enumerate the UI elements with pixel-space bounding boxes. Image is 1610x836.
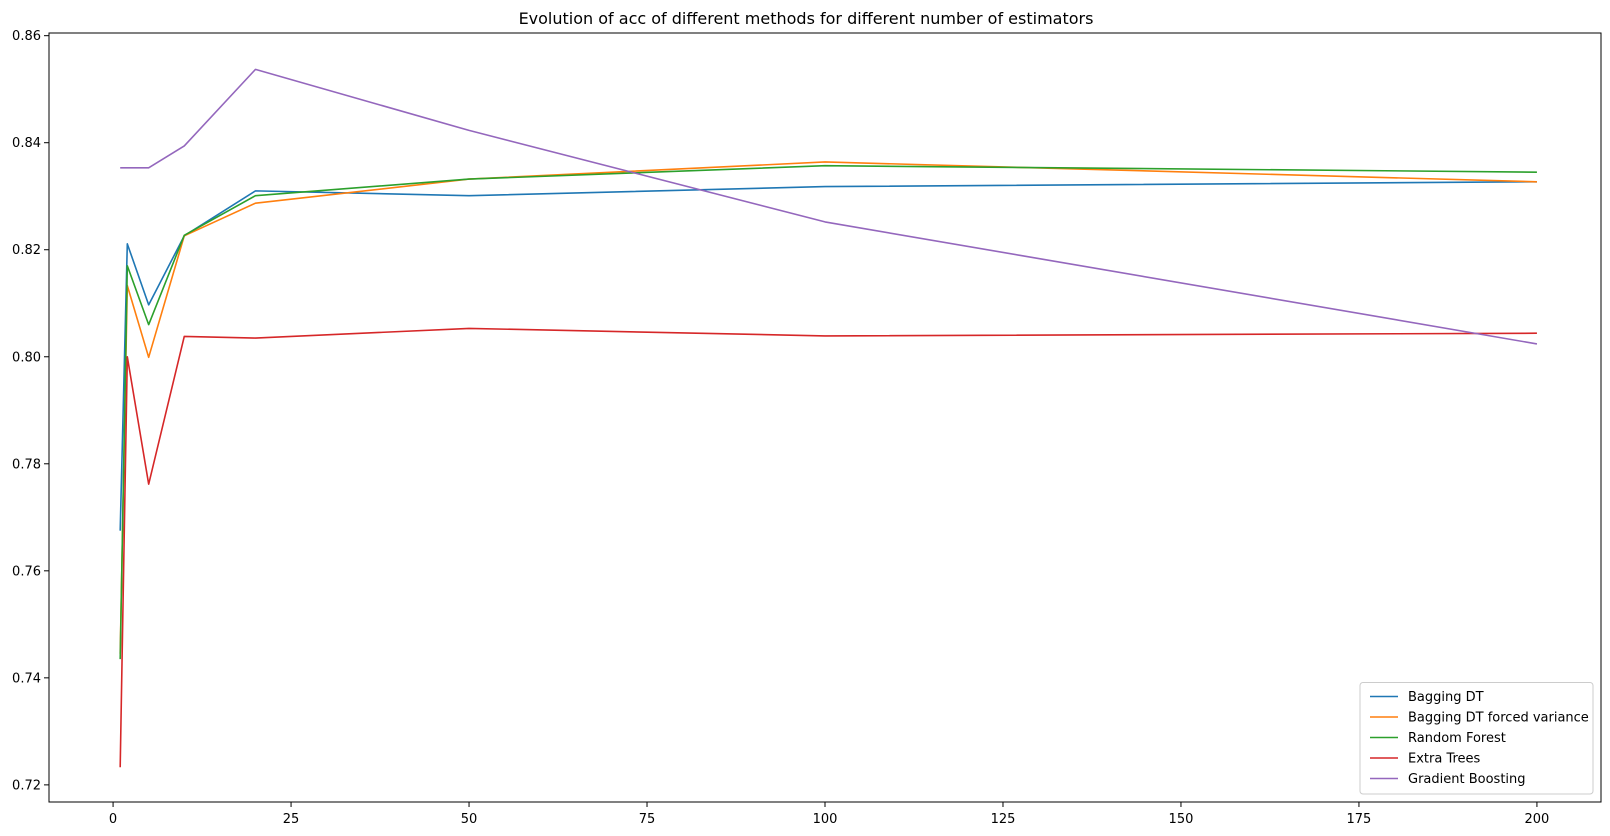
chart-title: Evolution of acc of different methods fo… (519, 9, 1094, 28)
y-tick-label: 0.80 (12, 350, 41, 365)
series-line-extra-trees (119, 327, 1537, 768)
legend-box (1359, 682, 1594, 795)
legend-label: Gradient Boosting (1408, 772, 1526, 787)
x-tick-label: 25 (283, 812, 300, 827)
x-tick-label: 50 (461, 812, 478, 827)
y-tick-label: 0.78 (12, 457, 41, 472)
x-tick-label: 100 (813, 812, 838, 827)
legend: Bagging DT Bagging DT forced variance Rand… (1359, 682, 1594, 795)
y-tick-label: 0.82 (12, 243, 41, 258)
series-layer (119, 68, 1538, 768)
series-line-bagging-dt-forced-variance (119, 161, 1537, 654)
legend-label: Bagging DT forced variance (1408, 711, 1589, 726)
legend-label: Bagging DT (1408, 690, 1484, 705)
y-tick-label: 0.84 (12, 136, 41, 151)
y-tick-label: 0.86 (12, 29, 41, 44)
x-tick-label: 125 (991, 812, 1016, 827)
y-tick-label: 0.72 (12, 778, 41, 793)
legend-label: Random Forest (1408, 731, 1506, 746)
legend-label: Extra Trees (1408, 752, 1481, 767)
x-tick-label: 75 (639, 812, 656, 827)
x-axis: 0 25 50 75 100 125 150 175 200 (109, 802, 1549, 827)
series-line-bagging-dt (119, 180, 1537, 531)
series-line-gradient-boosting (120, 68, 1538, 345)
y-tick-label: 0.74 (12, 671, 41, 686)
y-axis: 0.72 0.74 0.76 0.78 0.80 0.82 0.84 0.86 (12, 29, 49, 793)
series-line-random-forest (119, 164, 1537, 660)
x-tick-label: 200 (1525, 812, 1550, 827)
y-tick-label: 0.76 (12, 564, 41, 579)
x-tick-label: 175 (1347, 812, 1372, 827)
x-tick-label: 150 (1169, 812, 1194, 827)
x-tick-label: 0 (109, 812, 117, 827)
